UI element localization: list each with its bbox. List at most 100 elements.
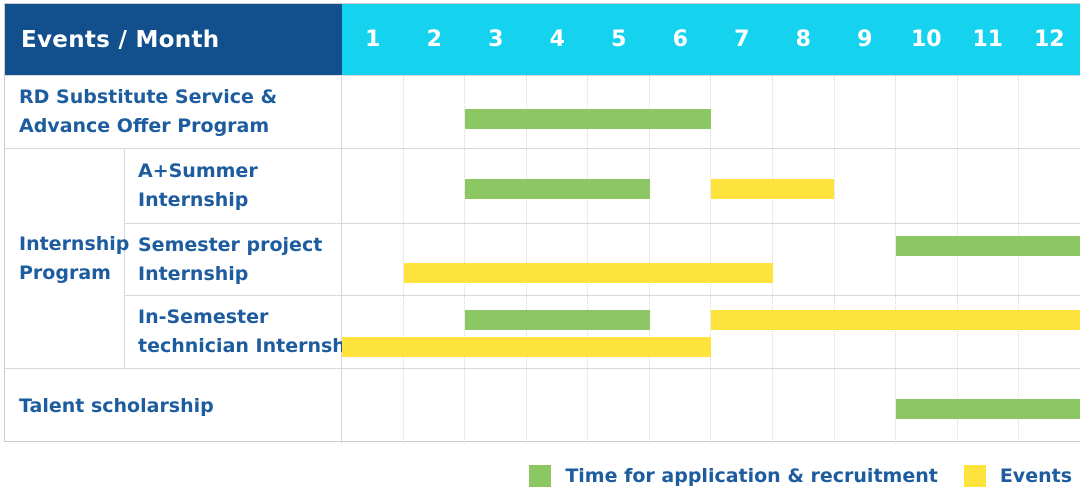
grid-column — [833, 149, 896, 223]
application-bar — [895, 236, 1080, 256]
row-label-line: Advance Offer Program — [19, 115, 270, 137]
grid-column — [710, 149, 772, 223]
grid-column — [402, 76, 465, 148]
row-chart-area — [342, 224, 1080, 295]
month-header-cell: 10 — [910, 27, 942, 52]
grid-column — [648, 296, 711, 368]
row-label-talent-scholarship: Talent scholarship — [5, 369, 342, 444]
grid-column — [956, 296, 1019, 368]
application-bar — [895, 399, 1080, 419]
grid-column — [956, 149, 1019, 223]
row-label-line: technician Internship — [138, 335, 366, 357]
grid-column — [525, 369, 588, 444]
grid-column — [895, 149, 957, 223]
grid-column — [833, 224, 896, 295]
row-label-a-plus-summer: A+Summer Internship — [125, 149, 342, 223]
table-rowgroup-internship-program: Internship Program A+Summer Internship S… — [5, 148, 1080, 368]
month-header-cell: 9 — [857, 27, 873, 52]
table-row-in-semester-technician: In-Semester technician Internship — [125, 295, 1080, 368]
events-bar — [403, 263, 773, 283]
month-header-cell: 8 — [795, 27, 811, 52]
grid-column — [587, 296, 649, 368]
grid-column — [710, 369, 772, 444]
month-header-cell: 2 — [426, 27, 442, 52]
month-header-cell: 11 — [972, 27, 1004, 52]
events-bar — [342, 337, 711, 357]
row-label-rd-substitute: RD Substitute Service & Advance Offer Pr… — [5, 76, 342, 148]
group-label-line: Internship — [19, 232, 130, 255]
legend-item-events: Events — [963, 465, 1072, 487]
row-label-line: A+Summer — [138, 160, 258, 182]
month-gridlines — [342, 296, 1080, 368]
row-label-line: RD Substitute Service & — [19, 86, 278, 108]
application-bar — [465, 109, 711, 129]
grid-column — [772, 224, 834, 295]
grid-column — [648, 149, 711, 223]
grid-column — [895, 224, 957, 295]
grid-column — [895, 76, 957, 148]
grid-column — [402, 149, 465, 223]
row-chart-area — [342, 76, 1080, 148]
grid-column — [772, 296, 834, 368]
grid-column — [342, 296, 403, 368]
grid-column — [342, 76, 403, 148]
grid-column — [833, 369, 896, 444]
grid-column — [1018, 149, 1080, 223]
events-month-table: Events / Month 1 2 3 4 5 6 7 8 9 10 11 12 RD Substi… — [4, 3, 1080, 444]
row-label-line: Internship — [138, 189, 249, 211]
events-month-header-cell: Events / Month — [5, 4, 342, 75]
grid-column — [648, 369, 711, 444]
grid-column — [956, 224, 1019, 295]
row-label-semester-project: Semester project Internship — [125, 224, 342, 295]
grid-column — [342, 369, 403, 444]
row-chart-area — [342, 296, 1080, 368]
grid-column — [956, 76, 1019, 148]
grid-column — [710, 76, 772, 148]
grid-column — [464, 76, 526, 148]
grid-column — [772, 76, 834, 148]
month-header-cell: 6 — [672, 27, 688, 52]
grid-column — [342, 224, 403, 295]
grid-column — [587, 224, 649, 295]
month-header-cell: 3 — [488, 27, 504, 52]
row-label-line: Semester project — [138, 233, 323, 256]
grid-column — [772, 369, 834, 444]
grid-column — [833, 296, 896, 368]
table-row-a-plus-summer: A+Summer Internship — [125, 149, 1080, 223]
row-chart-area — [342, 149, 1080, 223]
table-header-row: Events / Month 1 2 3 4 5 6 7 8 9 10 11 12 — [5, 4, 1080, 75]
month-header-cell: 1 — [365, 27, 381, 52]
internship-program-subrows: A+Summer Internship Semester project Int… — [125, 149, 1080, 368]
row-chart-area — [342, 369, 1080, 444]
row-label-line: In-Semester — [138, 306, 269, 328]
legend-item-application: Time for application & recruitment — [529, 465, 938, 487]
application-bar — [465, 179, 650, 199]
row-label-in-semester-technician: In-Semester technician Internship — [125, 296, 366, 368]
grid-column — [342, 149, 403, 223]
group-label-line: Program — [19, 261, 111, 284]
table-row-talent-scholarship: Talent scholarship — [5, 368, 1080, 444]
group-label-internship-program: Internship Program — [5, 149, 130, 368]
grid-column — [464, 149, 526, 223]
events-color-swatch — [963, 465, 986, 487]
month-header-cell: 12 — [1033, 27, 1065, 52]
grid-column — [1018, 296, 1080, 368]
month-gridlines — [342, 76, 1080, 148]
grid-column — [587, 369, 649, 444]
grid-column — [895, 296, 957, 368]
table-row-rd-substitute: RD Substitute Service & Advance Offer Pr… — [5, 75, 1080, 148]
grid-column — [833, 76, 896, 148]
application-color-swatch — [529, 465, 552, 487]
grid-column — [464, 224, 526, 295]
grid-column — [402, 369, 465, 444]
grid-column — [710, 224, 772, 295]
grid-column — [525, 224, 588, 295]
grid-column — [402, 224, 465, 295]
grid-column — [1018, 224, 1080, 295]
grid-column — [710, 296, 772, 368]
application-bar — [465, 310, 650, 330]
month-header-cell: 5 — [611, 27, 627, 52]
table-row-semester-project: Semester project Internship — [125, 223, 1080, 295]
row-label-line: Internship — [138, 262, 249, 285]
